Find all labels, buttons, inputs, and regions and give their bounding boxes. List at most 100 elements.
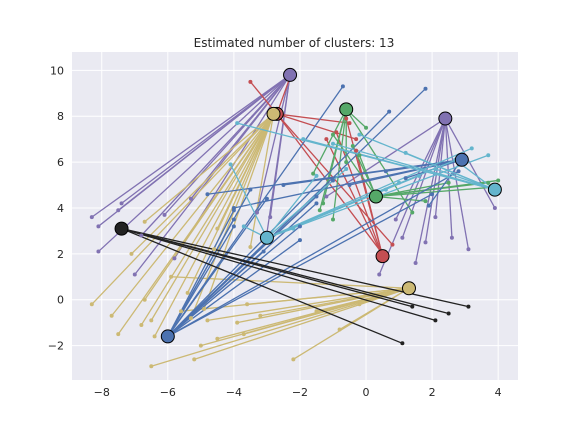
- cluster-edge: [164, 74, 291, 216]
- cluster-edge: [167, 209, 235, 337]
- data-point: [188, 196, 193, 201]
- tick-labels: −8 −6 −4 −2 0 2 4 −2 0 2 4 6 8 10: [48, 64, 502, 399]
- cluster-edge: [444, 118, 470, 250]
- cluster-center: [266, 106, 281, 121]
- data-point: [344, 166, 349, 171]
- x-tick-label: 0: [363, 386, 370, 399]
- data-point: [139, 233, 144, 238]
- data-point: [116, 332, 121, 337]
- x-tick-label: −6: [160, 386, 176, 399]
- cluster-edge: [131, 113, 274, 255]
- cluster-center: [339, 102, 354, 117]
- data-point: [344, 116, 349, 121]
- cluster-edge: [144, 113, 275, 301]
- data-point: [152, 334, 157, 339]
- data-point: [248, 187, 253, 192]
- data-point: [116, 208, 121, 213]
- cluster-edge: [332, 109, 347, 220]
- data-point: [205, 192, 210, 197]
- cluster-edge: [91, 113, 274, 305]
- data-point: [383, 187, 388, 192]
- cluster-edge: [117, 74, 291, 211]
- data-point: [423, 86, 428, 91]
- cluster-center: [438, 111, 453, 126]
- cluster-edge: [167, 193, 433, 337]
- data-point: [281, 183, 286, 188]
- data-point: [129, 251, 134, 256]
- data-point: [172, 256, 177, 261]
- cluster-edge: [91, 74, 291, 218]
- data-point: [142, 297, 147, 302]
- cluster-edge: [121, 227, 413, 308]
- data-point: [334, 130, 339, 135]
- data-point: [330, 141, 335, 146]
- data-point: [212, 247, 217, 252]
- data-point: [235, 320, 240, 325]
- data-point: [228, 162, 233, 167]
- data-point: [423, 199, 428, 204]
- data-point: [179, 309, 184, 314]
- data-point: [403, 176, 408, 181]
- data-point: [347, 183, 352, 188]
- cluster-edge: [121, 228, 403, 344]
- cluster-edge: [171, 276, 410, 289]
- data-point: [264, 196, 269, 201]
- cluster-edge: [276, 113, 350, 124]
- cluster-center: [114, 221, 129, 236]
- data-point: [321, 201, 326, 206]
- cluster-edge: [332, 134, 377, 197]
- cluster-center: [401, 281, 416, 296]
- data-point: [330, 178, 335, 183]
- y-tick-label: 4: [57, 202, 64, 215]
- cluster-edge: [151, 287, 410, 367]
- cluster-edge: [414, 118, 446, 264]
- cluster-center: [259, 230, 274, 245]
- data-point: [433, 166, 438, 171]
- cluster-centers: [114, 67, 502, 344]
- data-point: [162, 212, 167, 217]
- data-point: [198, 343, 203, 348]
- data-point: [202, 306, 207, 311]
- data-point: [426, 203, 431, 208]
- cluster-center: [368, 189, 383, 204]
- data-point: [169, 274, 174, 279]
- x-tick-label: 2: [429, 386, 436, 399]
- data-point: [433, 318, 438, 323]
- data-point: [344, 160, 349, 165]
- data-point: [403, 150, 408, 155]
- data-point: [416, 173, 421, 178]
- cluster-edge: [150, 113, 275, 321]
- cluster-center: [454, 152, 469, 167]
- data-point: [258, 313, 263, 318]
- x-tick-label: −2: [292, 386, 308, 399]
- data-point: [466, 304, 471, 309]
- data-point: [109, 313, 114, 318]
- data-point: [215, 336, 220, 341]
- cluster-edge: [140, 113, 275, 326]
- data-point: [142, 219, 147, 224]
- data-point: [354, 137, 359, 142]
- data-point: [330, 132, 335, 137]
- cluster-edge: [319, 109, 347, 211]
- cluster-edge: [213, 113, 275, 250]
- data-point: [231, 205, 236, 210]
- y-tick-label: −2: [48, 340, 64, 353]
- data-point: [89, 302, 94, 307]
- cluster-edge: [355, 150, 384, 257]
- cluster-edge: [424, 118, 446, 243]
- data-point: [486, 153, 491, 158]
- data-point: [446, 180, 451, 185]
- cluster-edge: [167, 202, 317, 337]
- data-point: [354, 148, 359, 153]
- cluster-edge: [405, 152, 496, 191]
- data-point: [423, 240, 428, 245]
- data-point: [397, 180, 402, 185]
- data-point: [377, 272, 382, 277]
- cluster-edge: [375, 186, 492, 198]
- data-point: [466, 247, 471, 252]
- y-tick-label: 8: [57, 110, 64, 123]
- data-point: [132, 272, 137, 277]
- data-point: [387, 109, 392, 114]
- data-point: [297, 238, 302, 243]
